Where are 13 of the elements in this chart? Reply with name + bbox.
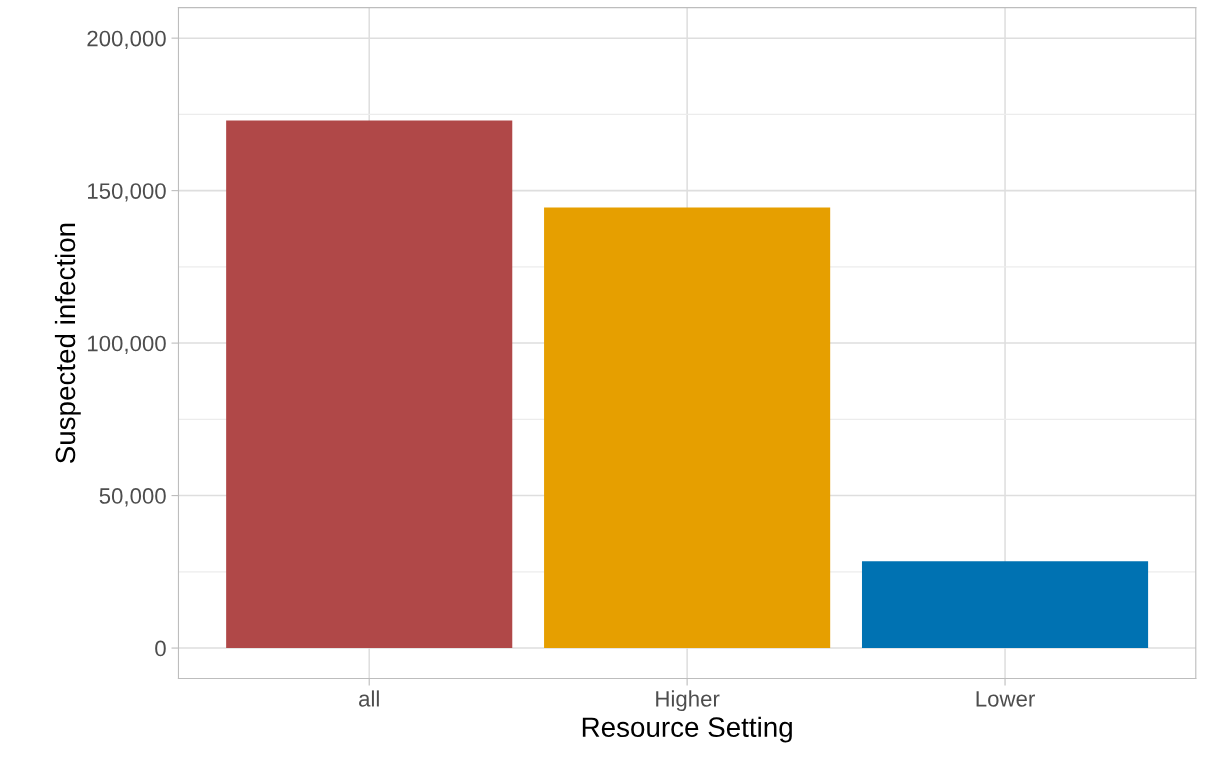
y-tick-label: 50,000 bbox=[99, 488, 166, 507]
y-axis-title: Suspected infection bbox=[54, 223, 81, 464]
x-tick-label: all bbox=[359, 690, 379, 707]
y-tick-label: 100,000 bbox=[88, 335, 166, 354]
x-axis-title: Resource Setting bbox=[582, 716, 792, 743]
x-tick-label: Lower bbox=[976, 691, 1035, 707]
y-tick-label: 150,000 bbox=[88, 183, 166, 202]
x-tick-label: Higher bbox=[656, 690, 720, 712]
bar bbox=[861, 561, 1149, 649]
bar bbox=[544, 207, 831, 649]
y-tick-label: 0 bbox=[155, 640, 166, 657]
bar bbox=[226, 120, 513, 649]
y-tick-label: 200,000 bbox=[87, 30, 166, 50]
